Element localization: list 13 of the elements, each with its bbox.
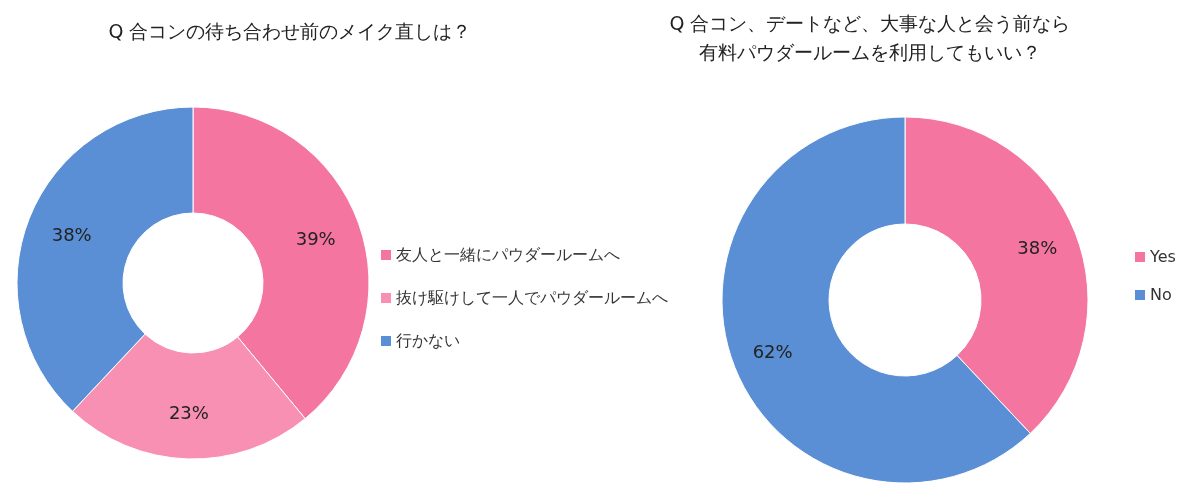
legend-label: No: [1150, 285, 1172, 304]
legend-label: 抜け駆けして一人でパウダールームへ: [396, 288, 668, 307]
data-label: 62%: [752, 341, 793, 363]
legend-label: Yes: [1149, 247, 1176, 266]
chart-subtitle: 有料パウダールームを利用してもいい？: [699, 41, 1041, 63]
data-label: 39%: [295, 227, 336, 249]
data-label: 38%: [1017, 236, 1058, 258]
chart-title: Q 合コン、デートなど、大事な人と会う前なら: [669, 12, 1071, 34]
data-label: 38%: [51, 223, 92, 245]
legend-label: 友人と一緒にパウダールームへ: [396, 245, 620, 264]
data-label: 23%: [168, 402, 209, 424]
chart-title: Q 合コンの待ち合わせ前のメイク直しは？: [108, 20, 472, 42]
legend-label: 行かない: [396, 331, 460, 350]
